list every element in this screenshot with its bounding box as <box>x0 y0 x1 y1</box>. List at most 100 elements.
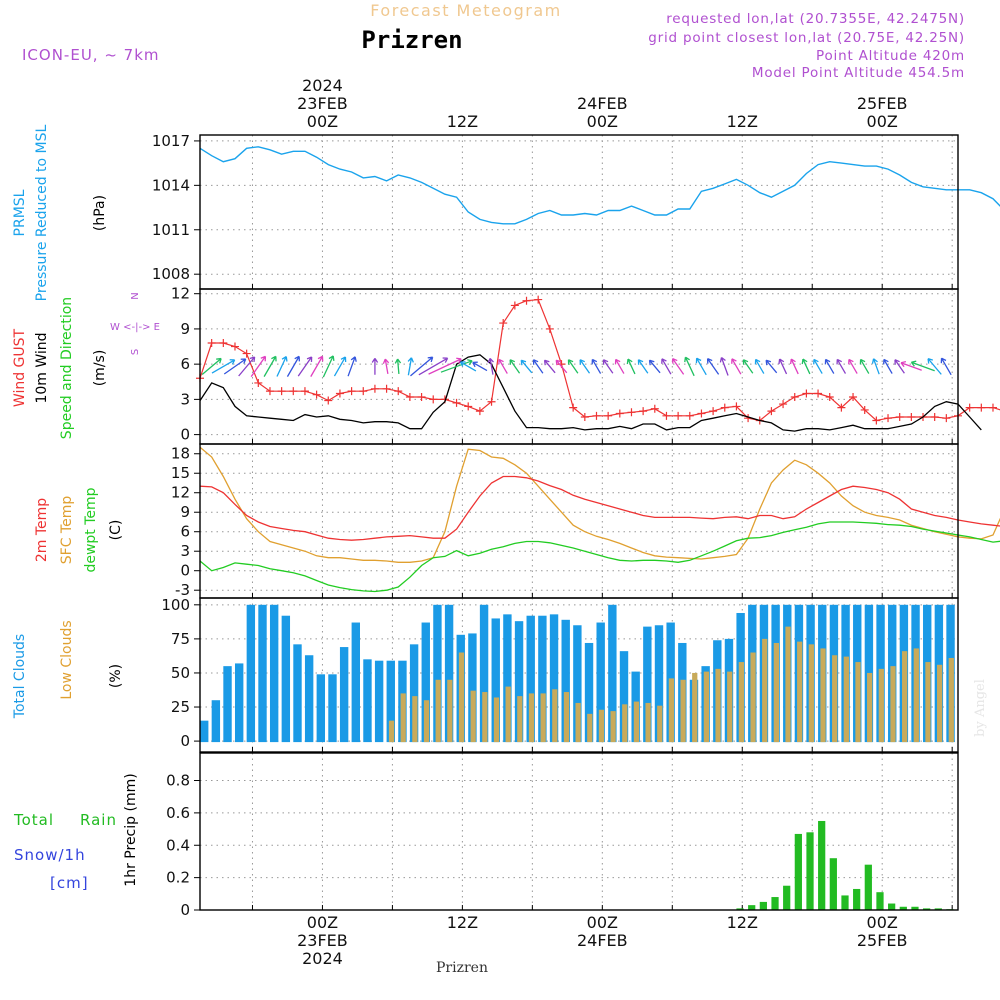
low-cloud-bar <box>412 696 418 743</box>
wind-direction-arrow <box>428 357 462 375</box>
wind-direction-arrow <box>731 358 742 375</box>
low-cloud-bar <box>528 693 535 743</box>
rain-bar <box>899 906 907 910</box>
wind-direction-arrow <box>394 358 402 375</box>
wind-direction-arrow <box>848 358 858 374</box>
precip-ytick-label: 0.6 <box>166 804 190 822</box>
top-time-labels-label: 00Z <box>307 112 338 131</box>
wind-direction-arrow <box>297 356 313 377</box>
wind-direction-arrow <box>407 357 414 376</box>
temperature-ytick-label: 15 <box>171 464 190 482</box>
wind-direction-arrow <box>223 358 247 375</box>
low-cloud-bar <box>598 709 605 743</box>
point-altitude: Point Altitude 420m <box>816 48 965 64</box>
rain-total-label: Total <box>13 811 54 829</box>
top-time-labels-label: 2024 <box>302 76 343 95</box>
low-cloud-bar <box>680 679 686 743</box>
location-title: Prizren <box>361 26 462 54</box>
low-cloud-bar <box>517 696 523 743</box>
bottom-time-labels-label: 00Z <box>587 913 618 932</box>
wind-gust-marker <box>988 403 997 412</box>
low-cloud-bar <box>435 679 441 743</box>
total-cloud-bar <box>573 625 582 743</box>
rain-bar <box>748 905 756 910</box>
low-cloud-bar <box>913 648 919 743</box>
wind-ytick-label: 3 <box>180 390 190 408</box>
wind-gust-marker <box>522 296 531 305</box>
bottom-time-labels-label: 00Z <box>867 913 898 932</box>
wind-gust-marker <box>464 402 473 411</box>
wind-direction-arrow <box>894 359 905 374</box>
wind-frame <box>199 288 959 445</box>
total-cloud-bar <box>596 622 605 743</box>
total-cloud-bar <box>339 647 349 743</box>
wind-gust-marker <box>405 393 414 402</box>
total-cloud-bar <box>328 674 337 743</box>
top-time-labels-label: 12Z <box>727 112 758 131</box>
wind-gust-marker <box>417 393 426 402</box>
top-time-axis: 202423FEB00Z12Z24FEB00Z12Z25FEB00Z12Z <box>297 76 907 131</box>
low-cloud-bar <box>762 638 768 743</box>
wind-direction-arrow <box>883 358 893 374</box>
precip-frame <box>199 752 959 911</box>
temp-sfc-label: SFC Temp <box>59 496 75 565</box>
wind-gust-marker <box>814 389 823 398</box>
wind-gust-marker <box>837 403 846 412</box>
total-cloud-bar <box>246 604 256 743</box>
bottom-time-labels-label: 12Z <box>447 913 478 932</box>
total-cloud-bar <box>211 700 221 743</box>
snow-label: Snow/1h <box>14 846 86 864</box>
clouds-ytick-label: 50 <box>171 664 190 682</box>
low-cloud-bar <box>738 662 745 743</box>
total-cloud-bar <box>608 604 617 743</box>
pressure-ytick-label: 1011 <box>152 221 190 239</box>
wind-direction-arrow <box>250 355 267 378</box>
precip-ytick-label: 0.4 <box>166 836 190 854</box>
low-cloud-bar <box>458 652 465 743</box>
temperature-frame <box>199 443 959 599</box>
total-cloud-bar <box>363 659 372 743</box>
total-cloud-bar <box>374 660 384 743</box>
rain-bar <box>923 908 931 910</box>
low-cloud-bar <box>645 702 651 743</box>
wind-gust-marker <box>849 393 858 402</box>
wind-direction-arrow <box>410 356 434 377</box>
low-cloud-bar <box>785 626 791 743</box>
wind-gust-marker <box>709 407 718 416</box>
bottom-time-axis: 00Z23FEB202412Z00Z24FEB12Z00Z25FEB12Z <box>297 913 908 968</box>
rain-bar <box>759 901 767 910</box>
clouds-frame <box>199 597 959 753</box>
wind-direction-arrow <box>371 357 379 375</box>
wind-gust-marker <box>475 407 484 416</box>
wind-direction-arrow <box>900 361 922 371</box>
wind-direction-arrow <box>459 361 477 372</box>
low-cloud-bar <box>727 671 733 743</box>
rain-bar <box>841 895 849 910</box>
wind-direction-arrow <box>778 358 788 375</box>
clouds-ytick-label: 100 <box>161 596 190 614</box>
wind-gust-marker <box>487 397 496 406</box>
bottom-time-labels-label: 25FEB <box>857 931 908 950</box>
total-cloud-bar <box>444 604 454 743</box>
temperature-ytick-label: 3 <box>180 542 190 560</box>
prmsl-label: PRMSL <box>12 189 28 236</box>
total-cloud-bar <box>316 674 326 743</box>
low-cloud-bar <box>622 704 628 743</box>
wind-gust-marker <box>604 411 613 420</box>
wind-gust-marker <box>697 409 706 418</box>
wind-direction-arrow <box>648 359 661 374</box>
rain-bar <box>771 897 779 910</box>
total-cloud-bar <box>561 619 570 743</box>
total-cloud-bar <box>468 633 477 743</box>
low-cloud-bar <box>482 692 488 743</box>
wind-direction-arrow <box>579 359 591 374</box>
temperature-ytick-label: 9 <box>180 503 190 521</box>
wind-gust-marker <box>254 378 263 387</box>
low-cloud-bar <box>937 664 943 743</box>
total-cloud-bar <box>479 604 489 743</box>
wind-gust-marker <box>930 412 939 421</box>
top-time-labels-label: 00Z <box>867 112 898 131</box>
total-cloud-bar <box>281 615 291 743</box>
precip-panel: 0 0.2 0.4 0.6 0.8 <box>166 752 959 919</box>
wind-gust-marker <box>965 403 974 412</box>
